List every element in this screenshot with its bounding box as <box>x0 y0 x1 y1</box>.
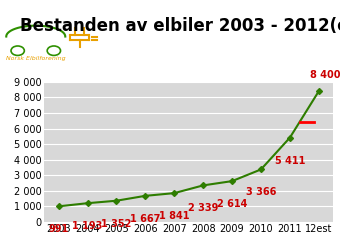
Text: 8 400: 8 400 <box>310 70 340 80</box>
Text: 3 366: 3 366 <box>246 187 276 197</box>
Text: 1 667: 1 667 <box>130 214 160 224</box>
Text: 2 614: 2 614 <box>217 199 247 209</box>
Text: Bestanden av elbiler 2003 - 2012(est): Bestanden av elbiler 2003 - 2012(est) <box>20 17 340 35</box>
Text: 991: 991 <box>49 224 69 234</box>
Text: 2 339: 2 339 <box>188 203 218 214</box>
Text: 5 411: 5 411 <box>275 156 305 166</box>
Text: Norsk Elbilforening: Norsk Elbilforening <box>6 56 66 61</box>
Text: 1 841: 1 841 <box>159 211 189 221</box>
Text: 1 193: 1 193 <box>72 221 103 231</box>
Text: 1 352: 1 352 <box>101 219 132 229</box>
